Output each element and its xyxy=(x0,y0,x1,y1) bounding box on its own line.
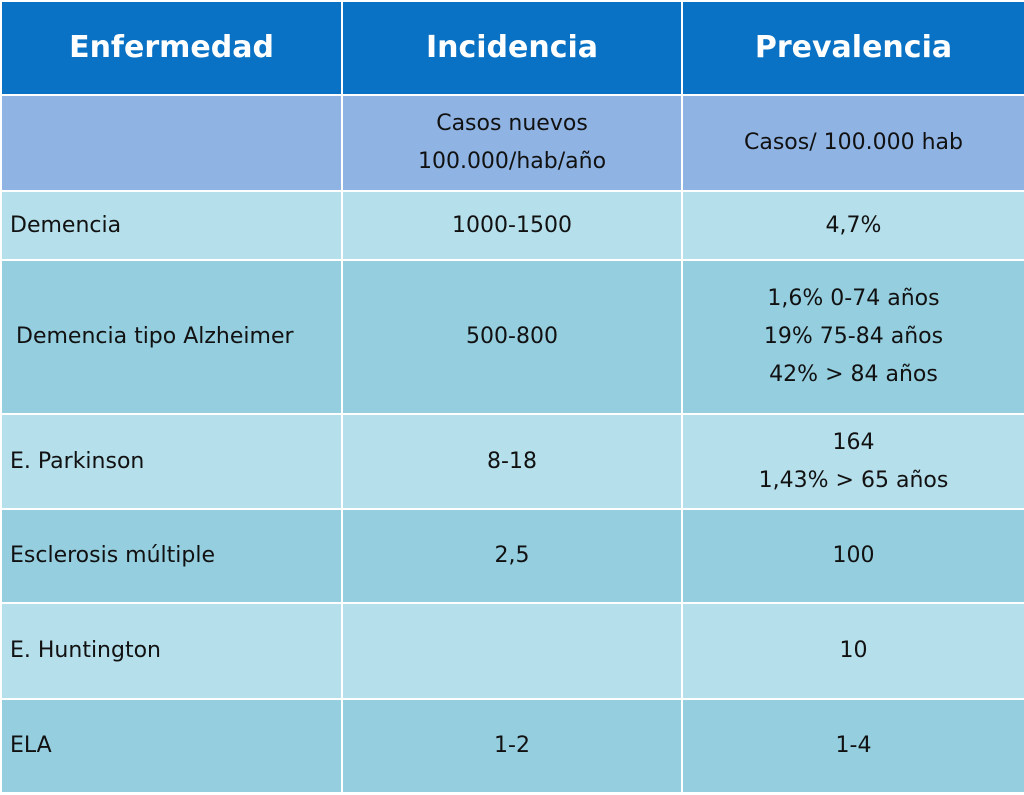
prevalencia-line: 164 xyxy=(832,429,875,455)
prevalencia-cell: 164 1,43% > 65 años xyxy=(681,413,1024,510)
header-incidencia: Incidencia xyxy=(341,0,683,96)
prevalencia-line: 19% 75-84 años xyxy=(763,324,944,349)
enfermedad-cell: Demencia tipo Alzheimer xyxy=(0,259,343,415)
subheader-enfermedad-cell xyxy=(0,94,343,192)
table-row: ELA 1-2 1-4 xyxy=(0,698,1024,794)
prevalencia-cell: 1-4 xyxy=(681,698,1024,794)
prevalencia-cell: 4,7% xyxy=(681,190,1024,261)
enfermedad-cell: Demencia xyxy=(0,190,343,261)
incidencia-cell: 8-18 xyxy=(341,413,683,510)
prevalencia-line: 100 xyxy=(832,543,875,568)
subheader-incidencia-line: 100.000/hab/año xyxy=(417,149,607,174)
header-prevalencia: Prevalencia xyxy=(681,0,1024,96)
subheader-incidencia-cell: Casos nuevos 100.000/hab/año xyxy=(341,94,683,192)
prevalencia-line: 4,7% xyxy=(825,212,882,238)
enfermedad-cell: E. Parkinson xyxy=(0,413,343,510)
subheader-incidencia-line: Casos nuevos xyxy=(436,111,588,136)
incidencia-cell: 1000-1500 xyxy=(341,190,683,261)
table-row: Esclerosis múltiple 2,5 100 xyxy=(0,508,1024,604)
header-enfermedad: Enfermedad xyxy=(0,0,343,96)
incidencia-cell: 2,5 xyxy=(341,508,683,604)
table-row: Demencia 1000-1500 4,7% xyxy=(0,190,1024,261)
prevalencia-cell: 10 xyxy=(681,602,1024,700)
prevalencia-line: 10 xyxy=(839,638,868,663)
prevalencia-line: 1,43% > 65 años xyxy=(758,467,949,493)
enfermedad-cell: Esclerosis múltiple xyxy=(0,508,343,604)
subheader-row: Casos nuevos 100.000/hab/año Casos/ 100.… xyxy=(0,94,1024,192)
prevalencia-line: 42% > 84 años xyxy=(769,362,938,387)
header-row: Enfermedad Incidencia Prevalencia xyxy=(0,0,1024,96)
incidencia-cell xyxy=(341,602,683,700)
subheader-prevalencia-cell: Casos/ 100.000 hab xyxy=(681,94,1024,192)
prevalencia-cell: 1,6% 0-74 años 19% 75-84 años 42% > 84 a… xyxy=(681,259,1024,415)
prevalencia-line: 1-4 xyxy=(835,733,872,758)
table-row: E. Huntington 10 xyxy=(0,602,1024,700)
prevalencia-line: 1,6% 0-74 años xyxy=(767,286,940,311)
table-row: Demencia tipo Alzheimer 500-800 1,6% 0-7… xyxy=(0,259,1024,415)
enfermedad-cell: E. Huntington xyxy=(0,602,343,700)
incidencia-cell: 1-2 xyxy=(341,698,683,794)
prevalencia-cell: 100 xyxy=(681,508,1024,604)
enfermedad-cell: ELA xyxy=(0,698,343,794)
table-row: E. Parkinson 8-18 164 1,43% > 65 años xyxy=(0,413,1024,510)
incidencia-cell: 500-800 xyxy=(341,259,683,415)
